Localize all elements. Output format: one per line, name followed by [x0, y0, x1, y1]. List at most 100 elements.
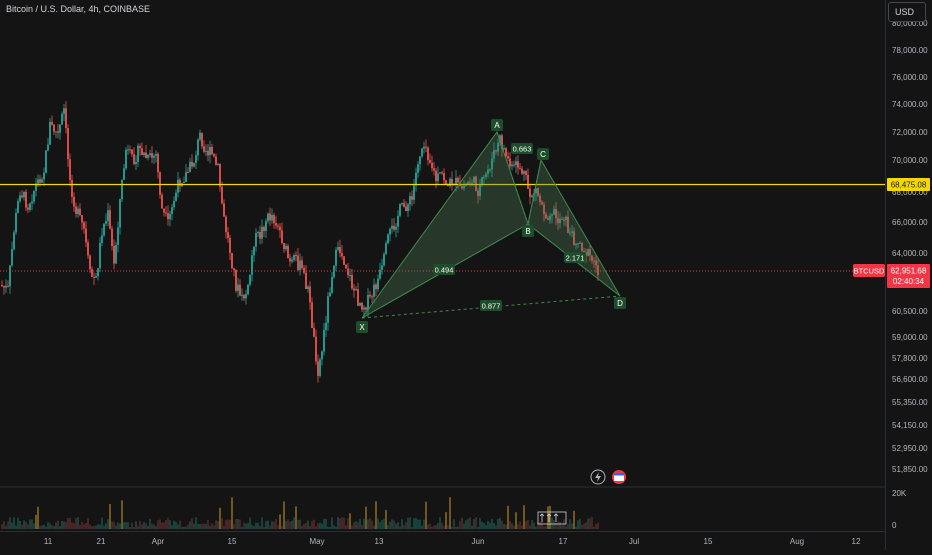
candle-body: [195, 155, 197, 163]
candle-body: [353, 288, 355, 291]
price-tick-label: 52,950.00: [892, 444, 928, 453]
candle-body: [383, 253, 385, 266]
candle-body: [139, 145, 141, 149]
candle-body: [519, 167, 521, 169]
volume-bar: [543, 526, 545, 529]
harmonic-pattern[interactable]: [361, 130, 621, 319]
volume-bar: [25, 522, 27, 529]
candle-body: [411, 196, 413, 200]
volume-bar: [407, 517, 409, 529]
volume-bar: [511, 523, 513, 529]
volume-bar: [349, 513, 351, 529]
volume-bar: [333, 525, 335, 529]
volume-bar: [169, 520, 171, 529]
candle-body: [25, 191, 27, 208]
time-tick-label: 15: [228, 537, 237, 546]
candle-body: [543, 204, 545, 215]
lightning-icon[interactable]: [590, 469, 606, 485]
candle-body: [397, 215, 399, 227]
svg-text:02:40:34: 02:40:34: [893, 277, 925, 286]
time-tick-label: 13: [375, 537, 384, 546]
time-axis[interactable]: 11 21 Apr 15 May 13 Jun 17 Jul 15 Aug 12: [44, 537, 861, 546]
candle-body: [437, 173, 439, 182]
volume-bar: [427, 524, 429, 529]
volume-bar: [385, 509, 387, 529]
candle-body: [527, 175, 529, 189]
candle-body: [259, 232, 261, 239]
volume-bar: [273, 521, 275, 529]
volume-bar: [175, 521, 177, 529]
volume-bar: [7, 521, 9, 529]
volume-bar: [595, 523, 597, 529]
candle-body: [73, 196, 75, 207]
candle-body: [145, 152, 147, 158]
volume-bar: [443, 525, 445, 529]
point-label-x: X: [356, 321, 368, 333]
candle-body: [535, 188, 537, 194]
svg-text:0.877: 0.877: [482, 302, 501, 311]
volume-bar: [433, 525, 435, 529]
candle-body: [141, 148, 143, 156]
candle-body: [149, 153, 151, 156]
candle-body: [597, 265, 599, 276]
pattern-ab-line: [496, 131, 529, 225]
candle-body: [299, 260, 301, 271]
candle-body: [337, 246, 339, 250]
candle-body: [433, 168, 435, 171]
volume-bar: [193, 523, 195, 529]
volume-bar: [445, 512, 447, 529]
candle-body: [133, 154, 135, 164]
volume-bar: [363, 518, 365, 529]
candle-body: [205, 150, 207, 152]
price-candles: [1, 101, 599, 383]
candle-body: [81, 215, 83, 223]
candle-body: [177, 179, 179, 193]
volume-bar: [503, 524, 505, 529]
candle-body: [65, 108, 67, 129]
calendar-icon[interactable]: [612, 470, 626, 484]
candle-body: [277, 225, 279, 227]
candle-body: [359, 303, 361, 306]
candle-body: [507, 156, 509, 159]
candle-body: [175, 192, 177, 202]
candle-body: [339, 246, 341, 254]
candle-body: [125, 149, 127, 169]
candle-body: [245, 294, 247, 299]
time-tick-label: Jul: [629, 537, 639, 546]
price-tick-label: 74,000.00: [892, 100, 928, 109]
volume-bar: [489, 522, 491, 529]
volume-bar: [151, 523, 153, 529]
volume-bar: [549, 505, 551, 529]
candle-body: [579, 242, 581, 244]
volume-bar: [37, 506, 39, 529]
volume-bar: [459, 521, 461, 529]
candle-body: [253, 246, 255, 256]
candle-body: [61, 113, 63, 125]
price-axis[interactable]: 80,000.00 78,000.00 76,000.00 74,000.00 72,0…: [892, 19, 928, 474]
volume-bar: [323, 518, 325, 529]
candle-body: [93, 276, 95, 278]
volume-bar: [299, 519, 301, 529]
volume-bar: [381, 519, 383, 529]
candle-body: [119, 199, 121, 228]
symbol-title[interactable]: Bitcoin / U.S. Dollar, 4h, COINBASE: [6, 4, 151, 14]
candle-body: [87, 242, 89, 256]
pattern-bcd-triangle: [527, 158, 621, 297]
volume-bar: [71, 522, 73, 529]
candle-body: [427, 147, 429, 161]
svg-text:0.663: 0.663: [513, 145, 532, 154]
currency-button[interactable]: USD: [888, 2, 926, 22]
candle-body: [503, 148, 505, 150]
candle-body: [11, 249, 13, 266]
volume-bar: [493, 523, 495, 529]
price-tick-label: 54,150.00: [892, 421, 928, 430]
volume-bar: [403, 525, 405, 529]
volume-bar: [267, 520, 269, 529]
volume-bar: [345, 525, 347, 529]
candle-body: [331, 277, 333, 293]
candle-body: [55, 131, 57, 133]
volume-bar: [575, 526, 577, 529]
candle-body: [489, 169, 491, 171]
volume-bar: [33, 523, 35, 529]
